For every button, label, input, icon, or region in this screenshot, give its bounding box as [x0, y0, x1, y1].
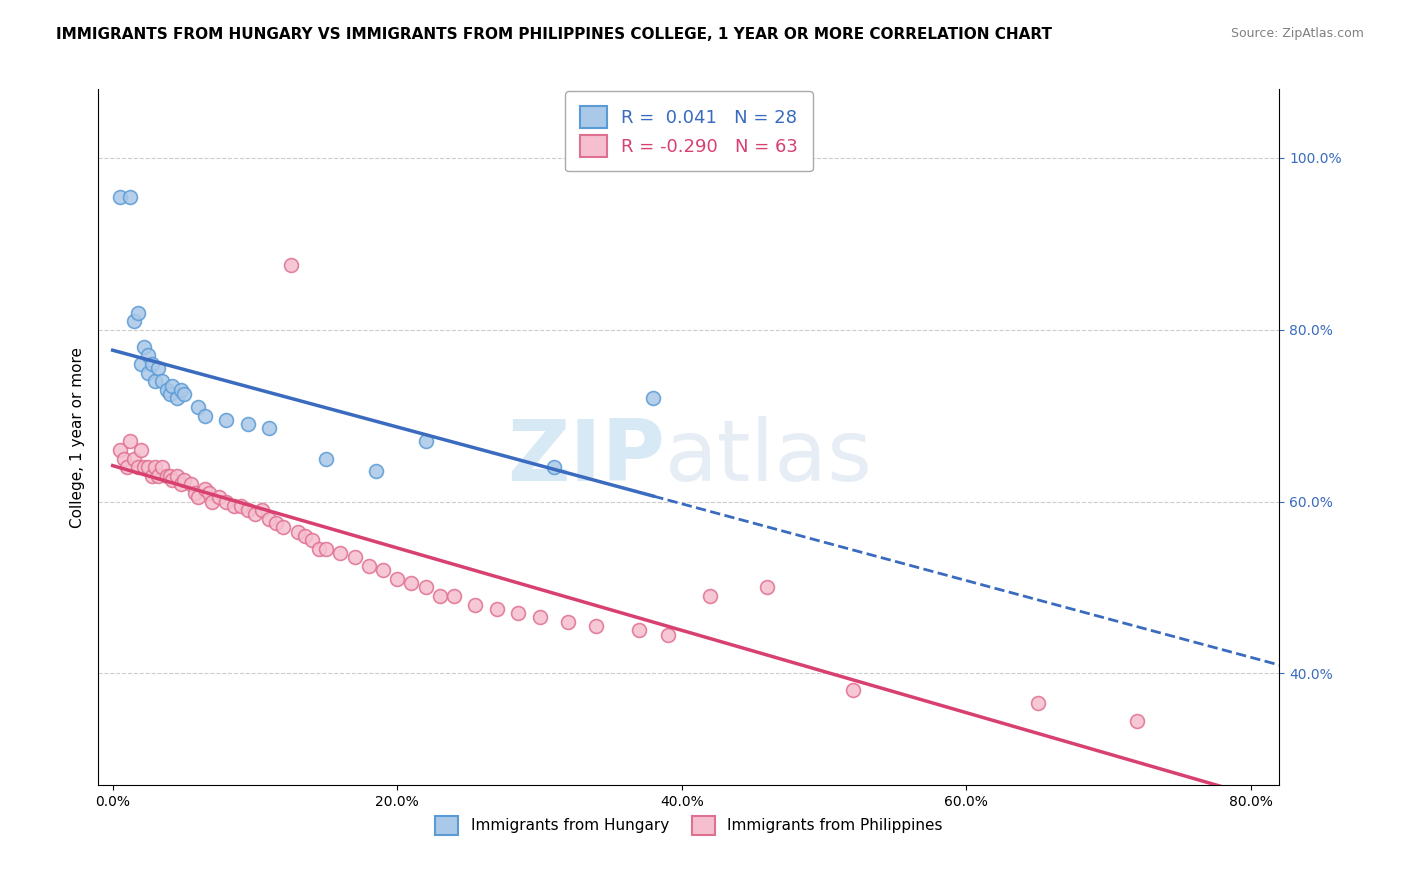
Point: [129, 442, 152, 457]
Point: [529, 610, 551, 624]
Point: [108, 189, 131, 203]
Point: [136, 349, 159, 363]
Point: [557, 615, 579, 629]
Point: [162, 473, 184, 487]
Point: [194, 409, 217, 423]
Point: [401, 576, 423, 591]
Text: atlas: atlas: [665, 417, 873, 500]
Legend: Immigrants from Hungary, Immigrants from Philippines: Immigrants from Hungary, Immigrants from…: [423, 804, 955, 847]
Point: [215, 413, 238, 427]
Text: Source: ZipAtlas.com: Source: ZipAtlas.com: [1230, 27, 1364, 40]
Text: IMMIGRANTS FROM HUNGARY VS IMMIGRANTS FROM PHILIPPINES COLLEGE, 1 YEAR OR MORE C: IMMIGRANTS FROM HUNGARY VS IMMIGRANTS FR…: [56, 27, 1052, 42]
Point: [585, 619, 607, 633]
Point: [415, 581, 437, 595]
Point: [122, 451, 145, 466]
Point: [287, 524, 309, 539]
Point: [127, 305, 149, 319]
Point: [429, 589, 451, 603]
Point: [156, 383, 179, 397]
Point: [236, 503, 259, 517]
Point: [464, 598, 486, 612]
Point: [657, 627, 679, 641]
Point: [194, 482, 217, 496]
Point: [118, 434, 141, 449]
Point: [294, 529, 316, 543]
Point: [143, 374, 166, 388]
Point: [127, 460, 149, 475]
Point: [543, 460, 565, 475]
Point: [208, 490, 231, 504]
Point: [250, 503, 273, 517]
Point: [148, 361, 170, 376]
Point: [301, 533, 323, 548]
Point: [387, 572, 409, 586]
Point: [136, 366, 159, 380]
Point: [180, 477, 202, 491]
Point: [229, 499, 252, 513]
Point: [198, 486, 221, 500]
Point: [156, 468, 179, 483]
Point: [187, 490, 209, 504]
Point: [841, 683, 863, 698]
Point: [166, 468, 188, 483]
Point: [166, 392, 188, 406]
Point: [132, 460, 155, 475]
Point: [222, 499, 245, 513]
Point: [201, 494, 224, 508]
Point: [1126, 714, 1149, 728]
Point: [173, 473, 195, 487]
Point: [159, 468, 181, 483]
Point: [257, 421, 280, 435]
Point: [508, 606, 530, 620]
Point: [152, 460, 174, 475]
Point: [257, 511, 280, 525]
Point: [159, 387, 181, 401]
Point: [187, 400, 209, 414]
Point: [108, 442, 131, 457]
Point: [308, 541, 330, 556]
Point: [415, 434, 437, 449]
Point: [315, 541, 337, 556]
Point: [236, 417, 259, 432]
Point: [364, 465, 387, 479]
Point: [152, 374, 174, 388]
Point: [129, 357, 152, 371]
Point: [148, 468, 170, 483]
Point: [343, 550, 366, 565]
Point: [112, 451, 135, 466]
Y-axis label: College, 1 year or more: College, 1 year or more: [69, 347, 84, 527]
Point: [1026, 697, 1049, 711]
Point: [122, 314, 145, 328]
Point: [141, 357, 163, 371]
Point: [170, 383, 193, 397]
Point: [756, 581, 779, 595]
Point: [143, 460, 166, 475]
Text: ZIP: ZIP: [508, 417, 665, 500]
Point: [273, 520, 295, 534]
Point: [118, 189, 141, 203]
Point: [357, 558, 380, 573]
Point: [315, 451, 337, 466]
Point: [136, 460, 159, 475]
Point: [485, 602, 508, 616]
Point: [371, 563, 394, 577]
Point: [443, 589, 465, 603]
Point: [280, 258, 302, 272]
Point: [173, 387, 195, 401]
Point: [628, 624, 651, 638]
Point: [266, 516, 288, 530]
Point: [184, 486, 207, 500]
Point: [243, 508, 266, 522]
Point: [132, 340, 155, 354]
Point: [699, 589, 721, 603]
Point: [141, 468, 163, 483]
Point: [643, 392, 665, 406]
Point: [215, 494, 238, 508]
Point: [115, 460, 138, 475]
Point: [162, 378, 184, 392]
Point: [170, 477, 193, 491]
Point: [329, 546, 352, 560]
